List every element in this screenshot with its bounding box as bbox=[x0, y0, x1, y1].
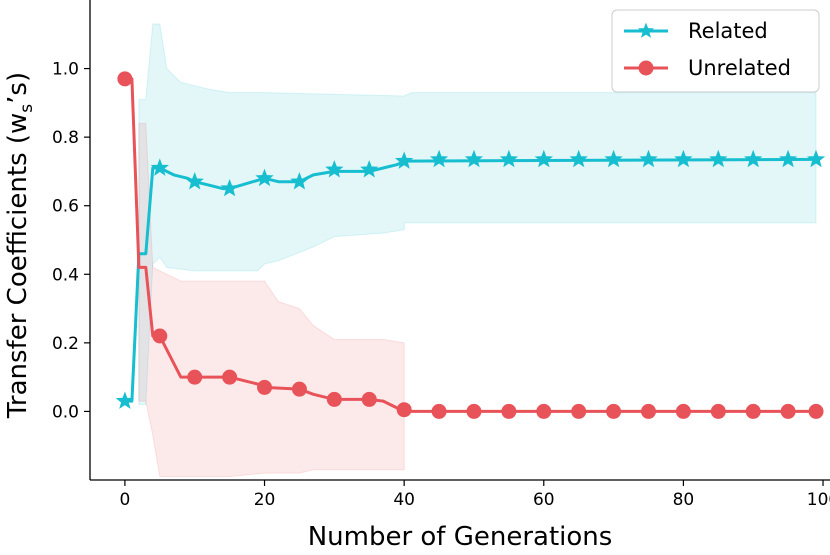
legend-unrelated-label: Unrelated bbox=[688, 56, 791, 80]
unrelated-point bbox=[222, 369, 238, 385]
unrelated-point bbox=[571, 403, 587, 419]
unrelated-point bbox=[501, 403, 517, 419]
related-point bbox=[499, 149, 519, 168]
x-tick-label: 100 bbox=[807, 490, 830, 510]
related-point bbox=[429, 149, 449, 168]
unrelated-point bbox=[257, 379, 273, 395]
unrelated-point bbox=[745, 403, 761, 419]
legend-unrelated-circle-icon bbox=[638, 60, 654, 76]
unrelated-point bbox=[117, 71, 133, 87]
unrelated-point bbox=[431, 403, 447, 419]
unrelated-point bbox=[808, 403, 824, 419]
related-point bbox=[220, 178, 239, 197]
related-point bbox=[325, 160, 344, 178]
unrelated-point bbox=[361, 391, 377, 407]
unrelated-point bbox=[640, 403, 656, 419]
legend-related-label: Related bbox=[688, 19, 768, 43]
y-axis-label: Transfer Coefficients (ws’s) bbox=[3, 72, 37, 419]
related-point bbox=[115, 391, 135, 409]
related-point bbox=[778, 149, 798, 168]
axes: 0 20 40 60 80 100 0.0 0.2 0.4 0.6 0.8 1.0 bbox=[52, 0, 830, 510]
unrelated-point bbox=[780, 403, 796, 419]
unrelated-point bbox=[396, 402, 412, 418]
y-tick-label: 1.0 bbox=[52, 60, 79, 80]
y-tick-label: 0.0 bbox=[52, 402, 79, 422]
unrelated-point bbox=[466, 403, 482, 419]
related-point bbox=[709, 149, 728, 168]
x-tick-label: 40 bbox=[393, 490, 415, 510]
related-point bbox=[464, 149, 484, 168]
related-point bbox=[255, 168, 274, 187]
unrelated-point bbox=[675, 403, 691, 419]
related-point bbox=[290, 172, 309, 190]
unrelated-point bbox=[291, 381, 307, 397]
unrelated-point bbox=[536, 403, 552, 419]
related-point bbox=[150, 158, 169, 176]
unrelated-point bbox=[152, 328, 168, 344]
related-point bbox=[744, 149, 763, 168]
related-point bbox=[639, 149, 658, 168]
unrelated-point bbox=[606, 403, 622, 419]
legend-related-star-icon bbox=[637, 22, 655, 38]
y-tick-label: 0.8 bbox=[52, 128, 79, 148]
x-tick-label: 0 bbox=[119, 490, 130, 510]
plot-area bbox=[115, 23, 826, 478]
related-point bbox=[185, 172, 204, 190]
x-axis-label: Number of Generations bbox=[308, 522, 613, 552]
unrelated-point bbox=[710, 403, 726, 419]
x-tick-label: 20 bbox=[254, 490, 276, 510]
related-point bbox=[395, 151, 414, 169]
unrelated-point bbox=[187, 369, 203, 385]
related-point bbox=[674, 149, 693, 168]
related-point bbox=[604, 149, 623, 168]
related-point bbox=[569, 149, 588, 168]
y-tick-label: 0.6 bbox=[52, 197, 79, 217]
y-tick-label: 0.2 bbox=[52, 334, 79, 354]
band-related bbox=[138, 23, 817, 406]
related-point bbox=[806, 149, 826, 168]
unrelated-point bbox=[326, 391, 342, 407]
x-tick-label: 80 bbox=[673, 490, 695, 510]
related-point bbox=[360, 160, 379, 178]
related-point bbox=[534, 149, 553, 168]
series-line-unrelated bbox=[124, 77, 816, 413]
y-tick-label: 0.4 bbox=[52, 265, 79, 285]
legend: Related Unrelated bbox=[611, 9, 820, 93]
x-tick-label: 60 bbox=[533, 490, 555, 510]
